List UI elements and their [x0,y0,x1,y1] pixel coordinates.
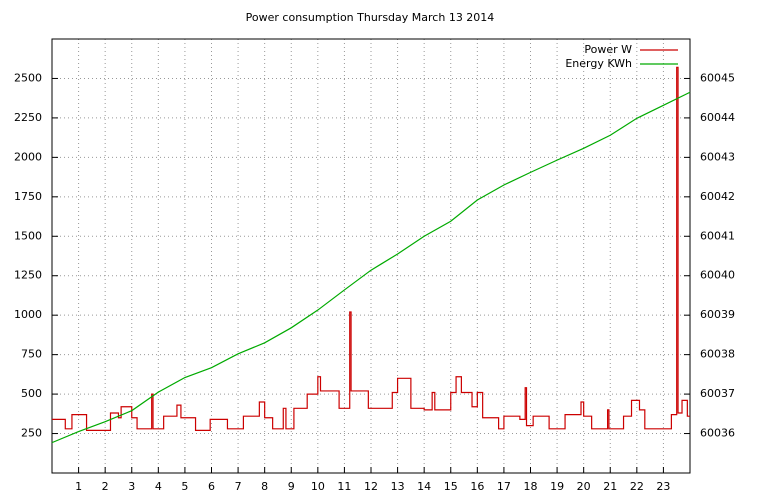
y2-tick-label: 60039 [700,308,735,321]
y-tick-label: 2000 [14,150,42,163]
series-line [52,66,690,431]
y2-tick-label: 60040 [700,269,735,282]
y2-tick-label: 60044 [700,111,735,124]
legend-label: Power W [584,43,632,56]
chart-title: Power consumption Thursday March 13 2014 [246,11,495,24]
plot-frame [51,38,691,474]
x-tick-label: 22 [630,480,644,493]
y-tick-label: 1750 [14,190,42,203]
y2-tick-label: 60043 [700,150,735,163]
x-tick-label: 3 [128,480,135,493]
x-tick-label: 9 [288,480,295,493]
x-tick-label: 14 [417,480,431,493]
y-tick-label: 1000 [14,308,42,321]
x-tick-label: 23 [656,480,670,493]
x-tick-label: 4 [155,480,162,493]
y-tick-label: 500 [21,387,42,400]
y-tick-label: 2500 [14,71,42,84]
x-tick-label: 18 [524,480,538,493]
x-tick-label: 20 [577,480,591,493]
x-tick-label: 15 [444,480,458,493]
x-tick-label: 16 [470,480,484,493]
x-tick-label: 21 [603,480,617,493]
y2-tick-label: 60037 [700,387,735,400]
legend-label: Energy KWh [565,57,632,70]
y-tick-label: 1250 [14,269,42,282]
y2-tick-label: 60038 [700,348,735,361]
x-tick-label: 1 [75,480,82,493]
x-tick-label: 17 [497,480,511,493]
y-tick-label: 1500 [14,229,42,242]
x-tick-label: 12 [364,480,378,493]
x-tick-label: 8 [261,480,268,493]
x-tick-label: 2 [102,480,109,493]
y-tick-label: 750 [21,348,42,361]
x-tick-label: 10 [311,480,325,493]
x-tick-label: 6 [208,480,215,493]
y2-tick-label: 60045 [700,71,735,84]
y2-tick-label: 60041 [700,229,735,242]
y2-tick-label: 60042 [700,190,735,203]
x-tick-label: 11 [337,480,351,493]
y-tick-label: 250 [21,427,42,440]
series-line [51,91,691,444]
x-tick-label: 7 [235,480,242,493]
x-tick-label: 19 [550,480,564,493]
x-tick-label: 5 [181,480,188,493]
y-tick-label: 2250 [14,111,42,124]
y2-tick-label: 60036 [700,427,735,440]
x-tick-label: 13 [391,480,405,493]
